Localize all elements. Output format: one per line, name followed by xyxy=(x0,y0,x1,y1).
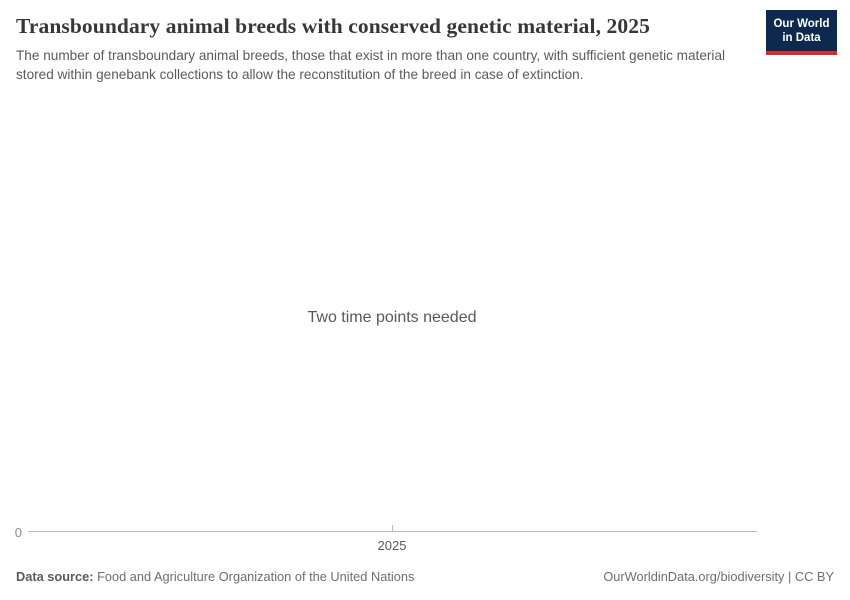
chart-subtitle: The number of transboundary animal breed… xyxy=(16,48,726,82)
attribution-link[interactable]: OurWorldinData.org/biodiversity | CC BY xyxy=(603,569,834,584)
y-axis-zero-label: 0 xyxy=(14,525,22,540)
owid-logo-line2: in Data xyxy=(782,31,821,44)
data-source-line[interactable]: Data source: Food and Agriculture Organi… xyxy=(16,569,414,584)
x-axis-tick-mark xyxy=(392,525,393,531)
x-axis-line xyxy=(28,531,757,532)
chart-title: Transboundary animal breeds with conserv… xyxy=(16,14,650,38)
data-source-value: Food and Agriculture Organization of the… xyxy=(93,569,415,584)
empty-chart-message: Two time points needed xyxy=(307,309,477,326)
owid-logo-line1: Our World xyxy=(773,17,830,30)
owid-logo[interactable]: Our World in Data xyxy=(766,10,837,55)
data-source-label: Data source: xyxy=(16,569,94,584)
x-axis-tick-label: 2025 xyxy=(377,538,407,553)
